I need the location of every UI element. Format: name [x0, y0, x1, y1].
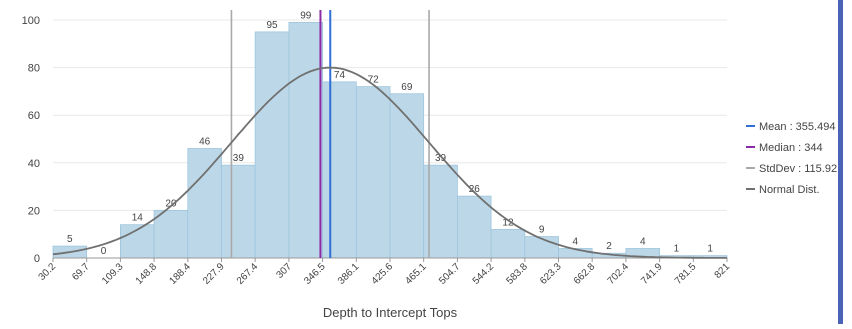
- y-tick-label: 60: [28, 110, 40, 122]
- bar-data-label: 1: [707, 244, 713, 255]
- x-axis-title: Depth to Intercept Tops: [323, 305, 458, 320]
- x-tick-label: 148.8: [134, 261, 160, 287]
- histogram-bar: [490, 229, 526, 259]
- bar-data-label: 14: [132, 213, 144, 224]
- bar-data-label: 4: [573, 236, 579, 247]
- legend-item-label[interactable]: Median : 344: [759, 142, 823, 154]
- bar-data-label: 69: [401, 82, 413, 93]
- histogram-bar: [221, 164, 256, 259]
- bar-data-label: 12: [502, 217, 514, 228]
- y-tick-label: 100: [22, 15, 40, 27]
- bar-data-label: 0: [101, 246, 107, 257]
- x-tick-label: 702.4: [606, 261, 632, 287]
- histogram-bar: [254, 31, 290, 259]
- x-tick-label: 267.4: [235, 261, 261, 287]
- histogram-bar: [457, 195, 492, 259]
- bar-data-label: 9: [539, 225, 545, 236]
- histogram-bar: [288, 21, 323, 259]
- x-tick-label: 346.5: [302, 261, 328, 287]
- x-tick-label: 821: [713, 261, 733, 281]
- histogram-bar: [389, 93, 425, 259]
- x-tick-label: 109.3: [100, 261, 126, 287]
- x-tick-label: 662.8: [572, 261, 598, 287]
- bar-data-label: 95: [266, 20, 278, 31]
- x-tick-label: 386.1: [336, 261, 362, 287]
- histogram-bar: [322, 81, 357, 259]
- bar-data-label: 99: [300, 10, 312, 21]
- y-tick-label: 0: [34, 253, 40, 265]
- bar-data-label: 5: [67, 234, 73, 245]
- x-tick-label: 623.3: [538, 261, 564, 287]
- bar-data-label: 39: [233, 153, 245, 164]
- histogram-bar: [187, 148, 222, 259]
- histogram-bar: [153, 209, 189, 259]
- legend-item-label[interactable]: StdDev : 115.92: [759, 163, 837, 175]
- bar-data-label: 2: [606, 241, 612, 252]
- legend-item-label[interactable]: Normal Dist.: [759, 184, 820, 196]
- histogram-bar: [355, 86, 391, 259]
- bar-data-label: 46: [199, 137, 211, 148]
- x-tick-label: 465.1: [403, 261, 429, 287]
- x-tick-label: 781.5: [673, 261, 699, 287]
- y-tick-label: 40: [28, 158, 40, 170]
- bar-data-label: 1: [674, 244, 680, 255]
- x-tick-label: 69.7: [70, 261, 92, 283]
- bar-data-label: 39: [435, 153, 447, 164]
- bar-data-label: 74: [334, 70, 346, 81]
- x-tick-label: 227.9: [201, 261, 227, 287]
- x-tick-label: 188.4: [167, 261, 193, 287]
- panel-right-border: [838, 0, 843, 324]
- bar-data-label: 20: [165, 198, 177, 209]
- bar-data-label: 26: [469, 184, 481, 195]
- x-tick-label: 307: [274, 261, 294, 281]
- x-tick-label: 741.9: [639, 261, 665, 287]
- x-tick-label: 425.6: [370, 261, 396, 287]
- legend-item-label[interactable]: Mean : 355.494: [759, 121, 835, 133]
- histogram-bar: [524, 236, 559, 259]
- bar-data-label: 4: [640, 236, 646, 247]
- x-tick-label: 544.2: [471, 261, 497, 287]
- y-tick-label: 80: [28, 63, 40, 75]
- normal-dist-curve: [52, 66, 727, 259]
- bar-data-label: 72: [368, 75, 380, 86]
- y-tick-label: 20: [28, 205, 40, 217]
- x-tick-label: 583.8: [504, 261, 530, 287]
- x-tick-label: 504.7: [437, 261, 463, 287]
